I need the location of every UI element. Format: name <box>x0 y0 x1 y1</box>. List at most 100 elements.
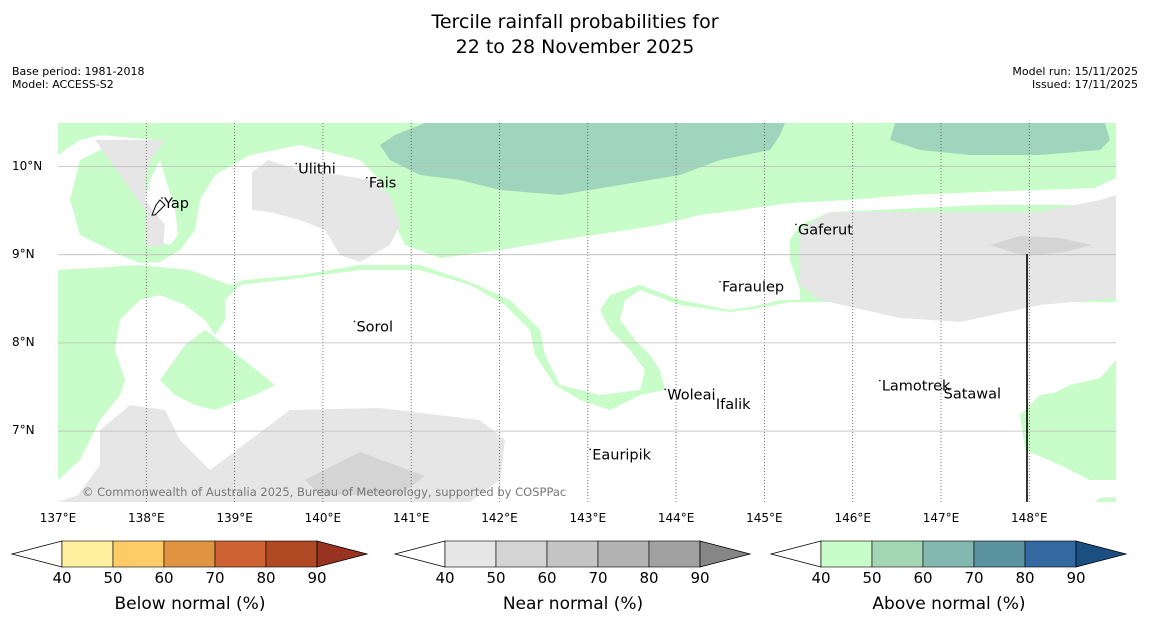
longitude-label: 148°E <box>1011 511 1048 525</box>
latitude-label: 10°N <box>12 158 43 173</box>
longitude-label: 137°E <box>39 511 77 525</box>
map-title-line-1: Tercile rainfall probabilities for <box>431 11 719 33</box>
island-marker <box>366 176 368 179</box>
place-label: Ulithi <box>298 162 336 178</box>
colorbar-high-extension <box>699 540 752 568</box>
place-label: Ifalik <box>716 397 751 413</box>
colorbar-above-normal-swatches <box>769 540 1128 568</box>
above-normal-50-sw <box>58 290 120 460</box>
island-marker <box>713 398 715 400</box>
place-ifalik: Ifalik <box>713 397 751 413</box>
colorbar-tick-label: 50 <box>862 569 882 587</box>
colorbar-swatch <box>597 540 650 568</box>
place-label: Fais <box>369 176 396 192</box>
colorbar-swatch <box>265 540 318 568</box>
near-normal-60-east <box>990 236 1092 256</box>
copyright-text: © Commonwealth of Australia 2025, Bureau… <box>82 485 566 499</box>
colorbar-swatch <box>112 540 165 568</box>
near-normal-50-east <box>800 195 1116 322</box>
issued-text: Issued: 17/11/2025 <box>1031 78 1138 91</box>
colorbar-tick-label: 60 <box>913 569 933 587</box>
colorbar-tick-label: 90 <box>1066 569 1086 587</box>
colorbar-swatch <box>973 540 1026 568</box>
place-label: Eauripik <box>592 447 651 463</box>
colorbar-tick-label: 80 <box>1015 569 1035 587</box>
model-run-text: Model run: 15/11/2025 <box>1012 65 1138 78</box>
island-marker <box>940 387 943 390</box>
place-label: Yap <box>163 196 189 212</box>
colorbar-tick-label: 60 <box>154 569 174 587</box>
colorbar-below-normal-title: Below normal (%) <box>114 594 266 614</box>
meta-left: Base period: 1981-2018 Model: ACCESS-S2 <box>12 65 144 91</box>
colorbar-tick-label: 90 <box>690 569 710 587</box>
place-yap: Yap <box>161 196 189 212</box>
meta-right: Model run: 15/11/2025 Issued: 17/11/2025 <box>1012 65 1138 91</box>
latitude-label: 7°N <box>12 423 35 438</box>
island-marker <box>295 162 297 165</box>
near-normal-50-ulithi <box>252 160 400 262</box>
colorbar-tick-label: 70 <box>588 569 608 587</box>
longitude-label: 142°E <box>481 511 518 525</box>
colorbar-swatch <box>546 540 599 568</box>
model-text: Model: ACCESS-S2 <box>12 78 114 91</box>
near-normal-60-south <box>305 452 425 495</box>
island-marker <box>353 320 356 323</box>
map-plot-area: Yap Ulithi Fais Gaferut Faraulep Sorol Lamotre… <box>58 123 1116 502</box>
yap-island-outline <box>151 199 166 216</box>
place-gaferut: Gaferut <box>795 222 853 238</box>
island-marker <box>719 280 721 283</box>
place-eauripik: Eauripik <box>589 447 652 463</box>
place-woleai: Woleai <box>664 387 716 403</box>
place-label: Gaferut <box>798 222 853 238</box>
colorbar-high-extension <box>316 540 369 568</box>
longitude-label: 141°E <box>392 511 430 525</box>
longitude-label: 139°E <box>216 511 253 525</box>
colorbar-tick-label: 80 <box>256 569 276 587</box>
place-fais: Fais <box>366 176 396 192</box>
island-marker <box>795 223 797 226</box>
island-marker <box>879 379 881 382</box>
colorbar-near-normal-swatches <box>393 540 752 568</box>
colorbar-swatch <box>61 540 114 568</box>
place-faraulep: Faraulep <box>719 280 784 296</box>
graticule <box>58 123 1116 502</box>
colorbar-above-normal-title: Above normal (%) <box>872 594 1026 614</box>
base-period-text: Base period: 1981-2018 <box>12 65 145 78</box>
place-label: Sorol <box>356 319 393 335</box>
colorbar-tick-label: 90 <box>307 569 327 587</box>
place-ulithi: Ulithi <box>295 162 336 178</box>
longitude-label: 147°E <box>922 511 960 525</box>
colorbar-tick-label: 60 <box>537 569 557 587</box>
longitude-label: 140°E <box>304 511 342 525</box>
longitude-label: 145°E <box>746 511 783 525</box>
latitude-label: 8°N <box>12 334 35 349</box>
above-normal-60-region-ne <box>890 123 1110 155</box>
place-labels: Yap Ulithi Fais Gaferut Faraulep Sorol Lamotre… <box>161 162 1001 463</box>
colorbar-swatch <box>214 540 267 568</box>
colorbar-swatch <box>871 540 924 568</box>
place-lamotrek: Lamotrek <box>879 379 951 395</box>
above-normal-60-region-north <box>380 123 785 195</box>
colorbar-tick-label: 80 <box>639 569 659 587</box>
colorbar-below-normal-swatches <box>10 540 369 568</box>
island-marker <box>664 388 667 391</box>
colorbar-tick-label: 70 <box>205 569 225 587</box>
place-label: Lamotrek <box>882 379 951 395</box>
place-satawal: Satawal <box>940 386 1001 402</box>
longitude-label: 146°E <box>834 511 871 525</box>
colorbar-tick-label: 40 <box>811 569 831 587</box>
colorbar-tick-label: 50 <box>486 569 506 587</box>
colorbar-swatch <box>1024 540 1077 568</box>
island-marker <box>589 448 592 451</box>
place-label: Satawal <box>944 386 1001 402</box>
map-title-line-2: 22 to 28 November 2025 <box>455 36 695 58</box>
colorbar-tick-label: 40 <box>52 569 72 587</box>
colorbar-swatch <box>922 540 975 568</box>
colorbar-swatch <box>163 540 216 568</box>
islands <box>151 199 166 216</box>
colorbar-swatch <box>648 540 701 568</box>
colorbar-near-normal-title: Near normal (%) <box>502 594 644 614</box>
above-normal-50-blob <box>160 330 275 410</box>
longitude-label: 138°E <box>128 511 165 525</box>
